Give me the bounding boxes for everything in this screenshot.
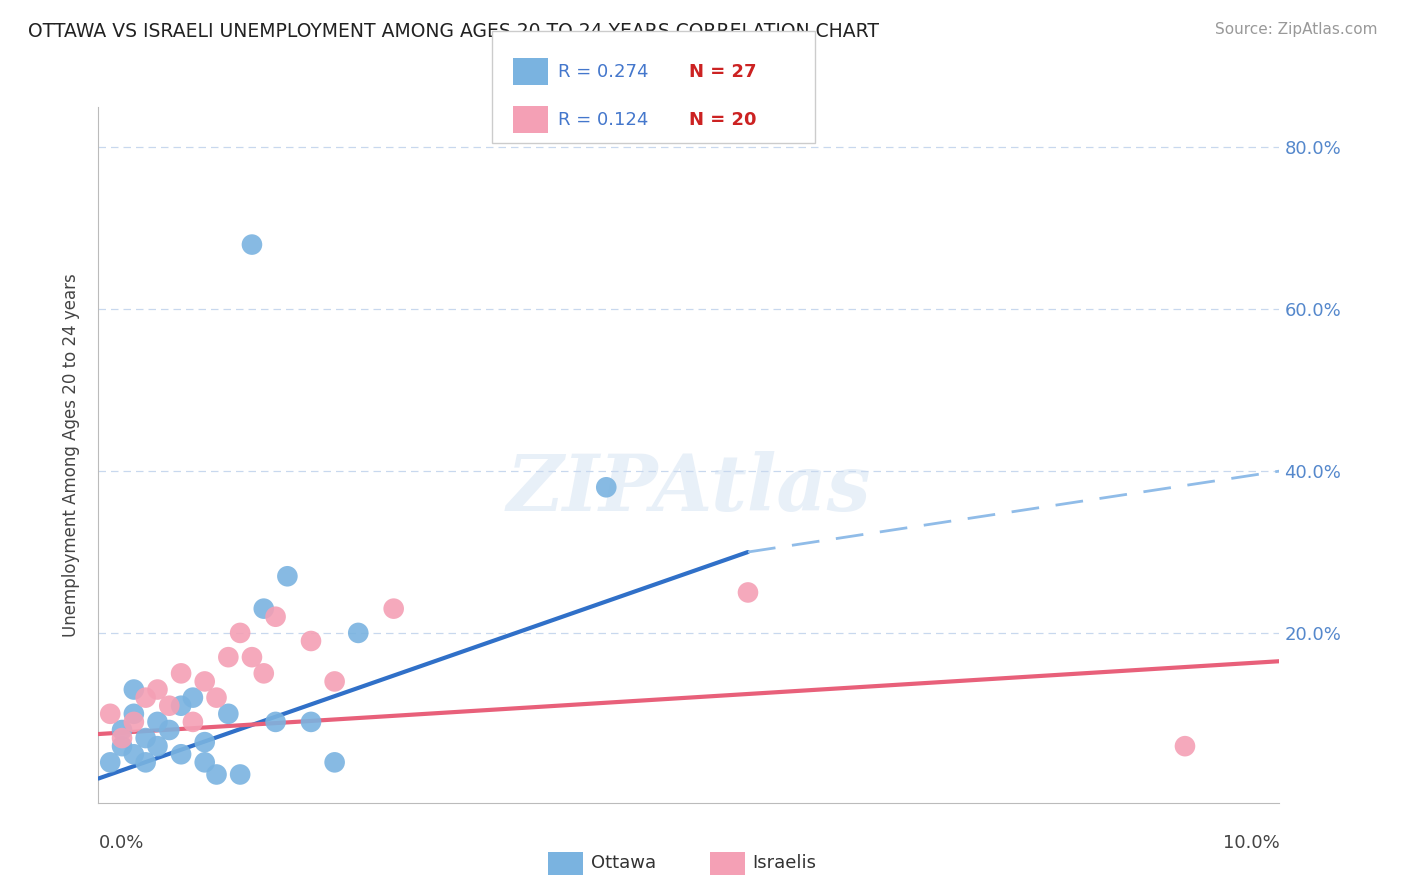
Point [323, 674, 346, 689]
Point [122, 706, 145, 721]
Point [181, 690, 204, 705]
Text: ZIPAtlas: ZIPAtlas [506, 451, 872, 528]
Point [229, 626, 252, 640]
Point [217, 650, 239, 665]
Point [240, 650, 263, 665]
Text: Ottawa: Ottawa [591, 855, 655, 872]
Point [122, 714, 145, 729]
Point [170, 698, 193, 713]
Point [157, 698, 180, 713]
Text: Source: ZipAtlas.com: Source: ZipAtlas.com [1215, 22, 1378, 37]
Point [595, 480, 617, 494]
Point [323, 756, 346, 770]
Point [135, 731, 157, 745]
Point [240, 237, 263, 252]
Text: OTTAWA VS ISRAELI UNEMPLOYMENT AMONG AGES 20 TO 24 YEARS CORRELATION CHART: OTTAWA VS ISRAELI UNEMPLOYMENT AMONG AGE… [28, 22, 879, 41]
Point [382, 601, 405, 615]
Text: R = 0.274: R = 0.274 [558, 62, 648, 80]
Point [181, 714, 204, 729]
Point [205, 767, 228, 781]
Point [146, 682, 169, 697]
Point [194, 735, 217, 749]
Text: 10.0%: 10.0% [1223, 834, 1279, 852]
Point [194, 756, 217, 770]
Point [737, 585, 759, 599]
Y-axis label: Unemployment Among Ages 20 to 24 years: Unemployment Among Ages 20 to 24 years [62, 273, 80, 637]
Point [146, 714, 169, 729]
Text: N = 20: N = 20 [689, 111, 756, 128]
Point [135, 690, 157, 705]
Point [276, 569, 298, 583]
Point [217, 706, 239, 721]
Point [111, 723, 134, 737]
Point [1174, 739, 1197, 754]
Point [205, 690, 228, 705]
Text: Israelis: Israelis [752, 855, 817, 872]
Point [122, 682, 145, 697]
Point [111, 739, 134, 754]
Point [299, 634, 322, 648]
Point [98, 756, 121, 770]
Point [122, 747, 145, 762]
Point [264, 609, 287, 624]
Text: 0.0%: 0.0% [98, 834, 143, 852]
Point [347, 626, 370, 640]
Point [170, 747, 193, 762]
Text: N = 27: N = 27 [689, 62, 756, 80]
Point [111, 731, 134, 745]
Point [229, 767, 252, 781]
Point [194, 674, 217, 689]
Point [98, 706, 121, 721]
Point [253, 601, 276, 615]
Point [157, 723, 180, 737]
Point [170, 666, 193, 681]
Point [264, 714, 287, 729]
Point [299, 714, 322, 729]
Text: R = 0.124: R = 0.124 [558, 111, 648, 128]
Point [146, 739, 169, 754]
Point [253, 666, 276, 681]
Point [135, 756, 157, 770]
